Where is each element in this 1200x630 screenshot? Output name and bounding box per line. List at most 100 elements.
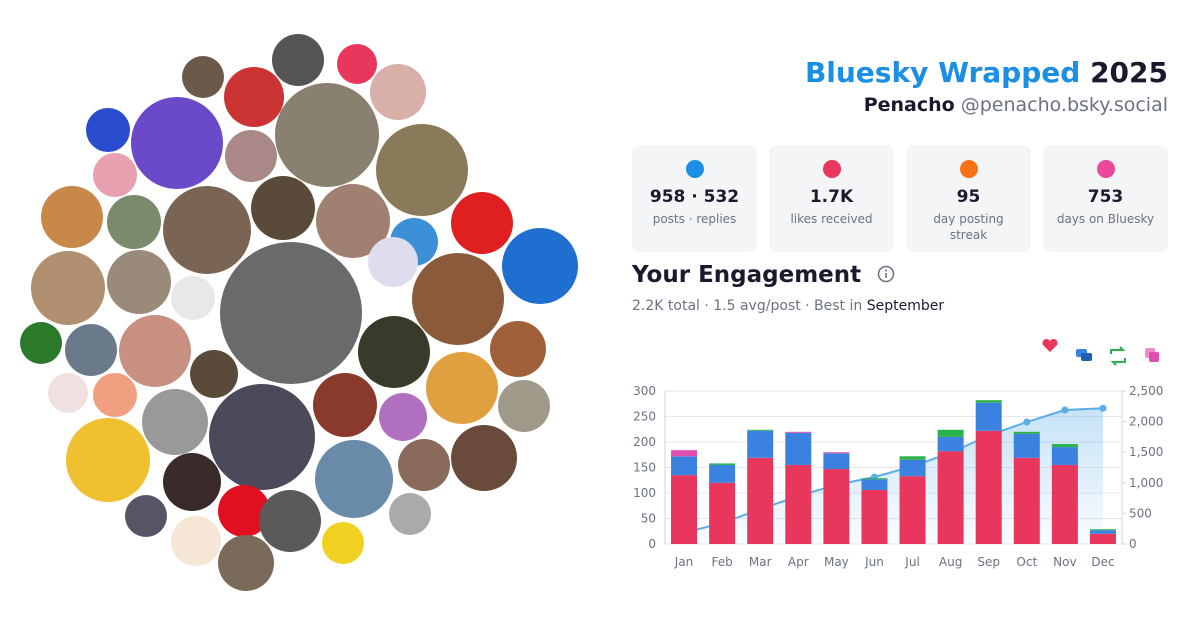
avatar[interactable] — [322, 522, 364, 564]
bar-segment — [1013, 457, 1040, 544]
avatar[interactable] — [426, 352, 498, 424]
cumulative-point — [1023, 418, 1031, 426]
avatar[interactable] — [498, 380, 550, 432]
avatar[interactable] — [376, 124, 468, 216]
avatar[interactable] — [313, 373, 377, 437]
bar-segment — [1051, 444, 1078, 448]
info-icon[interactable] — [877, 265, 895, 283]
display-name: Penacho — [863, 94, 955, 116]
avatar[interactable] — [163, 453, 221, 511]
avatar[interactable] — [224, 67, 284, 127]
y2-tick-label: 0 — [1129, 537, 1137, 551]
x-tick-label: Jul — [904, 555, 919, 569]
x-tick-label: Mar — [749, 555, 772, 569]
bar-segment — [899, 456, 926, 460]
avatar[interactable] — [66, 418, 150, 502]
bar-segment — [975, 400, 1002, 403]
avatar[interactable] — [190, 350, 238, 398]
avatar[interactable] — [315, 440, 393, 518]
avatar[interactable] — [368, 237, 418, 287]
avatar[interactable] — [65, 324, 117, 376]
y-tick-label: 0 — [648, 537, 656, 551]
avatar-cloud — [20, 34, 578, 591]
avatar[interactable] — [337, 44, 377, 84]
bar-segment — [785, 464, 812, 544]
y-tick-label: 250 — [633, 410, 656, 424]
avatar[interactable] — [412, 253, 504, 345]
avatar[interactable] — [93, 373, 137, 417]
avatar[interactable] — [379, 393, 427, 441]
avatar[interactable] — [220, 242, 362, 384]
stat-label: likes received — [790, 212, 873, 226]
bar-segment — [785, 431, 812, 433]
stat-label: posts · replies — [652, 212, 737, 226]
y2-tick-label: 2,500 — [1129, 384, 1163, 398]
avatar[interactable] — [41, 186, 103, 248]
avatar[interactable] — [225, 130, 277, 182]
avatar[interactable] — [125, 495, 167, 537]
cumulative-point — [1099, 404, 1107, 412]
avatar[interactable] — [218, 535, 274, 591]
avatar[interactable] — [171, 276, 215, 320]
avatar[interactable] — [358, 316, 430, 388]
avatar[interactable] — [490, 321, 546, 377]
avatar[interactable] — [171, 516, 221, 566]
y2-tick-label: 1,000 — [1129, 476, 1163, 490]
bar-segment — [747, 457, 774, 544]
avatar[interactable] — [142, 389, 208, 455]
legend-quotes — [1145, 348, 1159, 362]
engagement-title-text: Your Engagement — [632, 262, 862, 288]
legend — [1042, 338, 1159, 366]
bar-segment — [709, 482, 736, 544]
bar-segment — [747, 430, 774, 458]
stat-value: 95 — [956, 187, 981, 207]
y-tick-label: 200 — [633, 435, 656, 449]
avatar[interactable] — [398, 439, 450, 491]
title-text: Bluesky Wrapped — [804, 56, 1081, 89]
avatar[interactable] — [93, 153, 137, 197]
bar-segment — [823, 469, 850, 544]
avatar[interactable] — [86, 108, 130, 152]
avatar[interactable] — [451, 192, 513, 254]
avatar[interactable] — [209, 384, 315, 490]
avatar[interactable] — [389, 493, 431, 535]
y2-tick-label: 500 — [1129, 506, 1152, 520]
stat-label: day posting streak — [933, 212, 1004, 242]
y2-tick-label: 2,000 — [1129, 415, 1163, 429]
stat-icon — [685, 160, 704, 178]
bar-segment — [975, 402, 1002, 431]
x-tick-label: Aug — [939, 555, 962, 569]
avatar[interactable] — [48, 373, 88, 413]
avatar[interactable] — [275, 83, 379, 187]
avatar[interactable] — [251, 176, 315, 240]
bar-segment — [861, 489, 888, 544]
avatar[interactable] — [31, 251, 105, 325]
bar-segment — [899, 459, 926, 477]
avatar[interactable] — [272, 34, 324, 86]
bar-segment — [975, 430, 1002, 544]
bar-segment — [671, 456, 698, 476]
bar-segment — [709, 464, 736, 483]
bar-segment — [861, 478, 888, 480]
avatar[interactable] — [259, 490, 321, 552]
avatar[interactable] — [316, 184, 390, 258]
avatar[interactable] — [502, 228, 578, 304]
avatar[interactable] — [131, 97, 223, 189]
avatar[interactable] — [370, 64, 426, 120]
avatar[interactable] — [182, 56, 224, 98]
y-tick-label: 150 — [633, 461, 656, 475]
bar-segment — [709, 463, 736, 465]
avatar[interactable] — [107, 195, 161, 249]
avatar[interactable] — [107, 250, 171, 314]
cumulative-area — [684, 408, 1103, 544]
bar-segment — [1051, 447, 1078, 465]
x-tick-label: Nov — [1053, 555, 1076, 569]
legend-reposts — [1110, 346, 1126, 366]
bar-segment — [785, 432, 812, 465]
avatar[interactable] — [20, 322, 62, 364]
avatar[interactable] — [451, 425, 517, 491]
engagement-chart: 0 50 100 150 200 250 300 0 500 1,000 1,500 2,000 2,5… — [633, 338, 1163, 569]
avatar[interactable] — [163, 186, 251, 274]
avatar[interactable] — [119, 315, 191, 387]
avatar[interactable] — [218, 485, 270, 537]
